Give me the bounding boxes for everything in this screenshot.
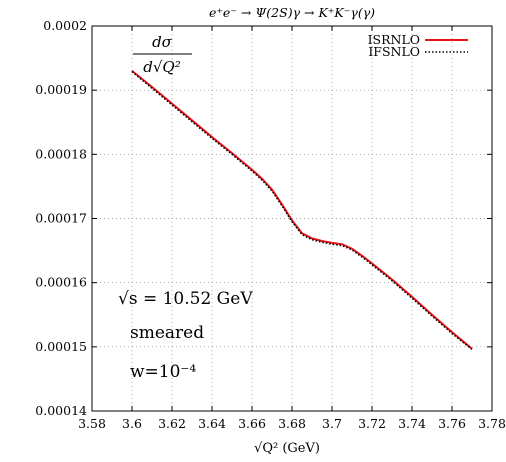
y-tick-label: 0.00016 <box>35 275 87 290</box>
annotation-width: w=10⁻⁴ <box>130 362 196 382</box>
x-tick-label: 3.72 <box>358 416 386 431</box>
y-tick-label: 0.00015 <box>35 339 87 354</box>
y-tick-label: 0.00018 <box>35 146 87 161</box>
y-tick-label: 0.00014 <box>35 403 87 418</box>
series-line-ifsnlo <box>131 70 473 351</box>
annotation-smeared: smeared <box>130 323 204 343</box>
legend-label-isrnlo: ISRNLO <box>368 32 420 47</box>
x-tick-label: 3.76 <box>438 416 466 431</box>
x-tick-label: 3.78 <box>478 416 506 431</box>
x-tick-label: 3.68 <box>278 416 306 431</box>
series-line-isrnlo <box>131 70 473 350</box>
legend-label-ifsnlo: IFSNLO <box>368 44 420 59</box>
y-tick-label: 0.00019 <box>35 82 87 97</box>
x-tick-label: 3.74 <box>398 416 426 431</box>
x-tick-label: 3.62 <box>158 416 186 431</box>
series-lines <box>131 70 473 351</box>
y-axis-label-numerator: dσ <box>152 33 173 51</box>
x-tick-label: 3.66 <box>238 416 266 431</box>
chart-title: e⁺e⁻ → Ψ(2S)γ → K⁺K⁻γ(γ) <box>209 5 375 20</box>
x-tick-label: 3.7 <box>322 416 342 431</box>
x-tick-label: 3.58 <box>78 416 106 431</box>
legend: ISRNLO IFSNLO <box>368 32 468 59</box>
axis-ticks: 3.58 3.6 3.62 3.64 3.66 3.68 3.7 3.72 3.74 3.76 3.… <box>35 18 506 431</box>
annotation-energy: √s = 10.52 GeV <box>118 289 253 309</box>
x-axis-label: √Q² (GeV) <box>254 441 320 456</box>
grid <box>92 26 492 411</box>
x-tick-label: 3.6 <box>122 416 142 431</box>
y-tick-label: 0.0002 <box>43 18 87 33</box>
y-tick-label: 0.00017 <box>35 211 87 226</box>
x-tick-label: 3.64 <box>198 416 226 431</box>
y-axis-label-denominator: d√Q² <box>143 58 180 76</box>
